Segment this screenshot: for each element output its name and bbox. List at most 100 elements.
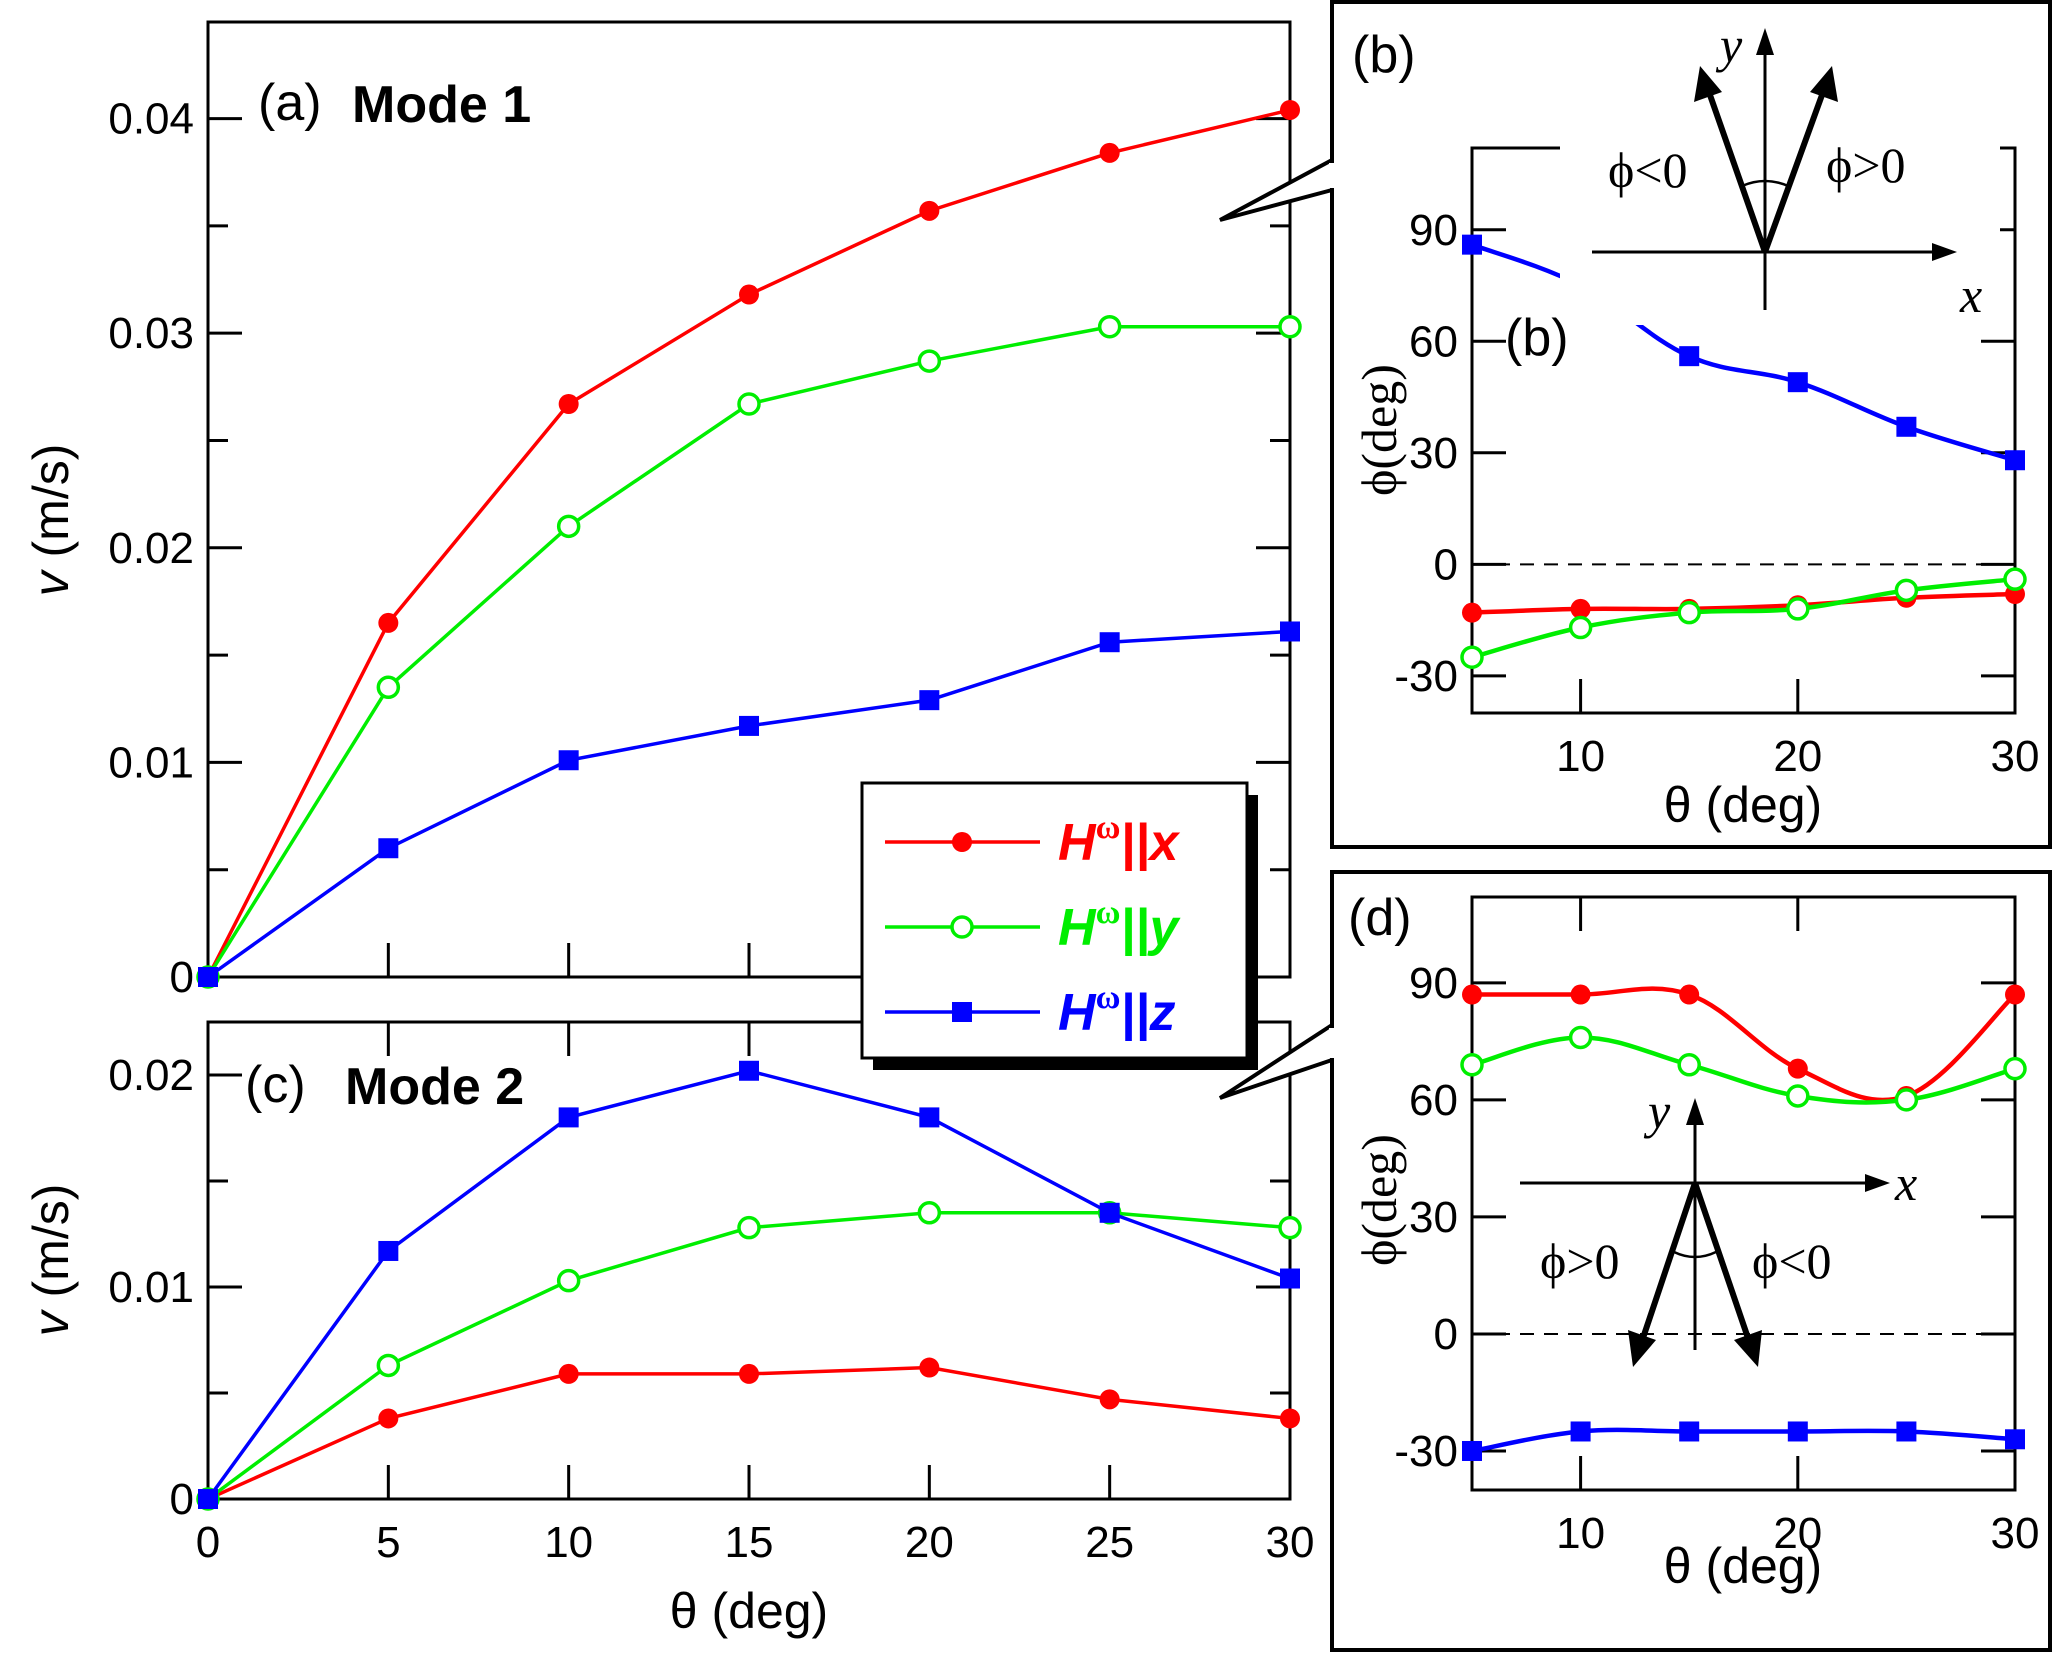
series-h-y-point	[556, 514, 581, 539]
inset-y-label-b: y	[1715, 17, 1743, 73]
y-tick-label: 0.01	[108, 738, 194, 787]
y-tick-label: 0.02	[108, 1051, 194, 1100]
inset-neg-label-b: ϕ<0	[1608, 142, 1688, 198]
x-tick-label: 10	[544, 1518, 593, 1567]
y-tick-label: 0	[170, 1475, 194, 1524]
panel-label-b: (b)	[1352, 26, 1416, 84]
series-h-x-point	[1570, 598, 1591, 619]
y-tick-label: 0.04	[108, 95, 194, 144]
series-h-y-point	[1460, 645, 1484, 669]
x-tick-label: 30	[1991, 732, 2040, 781]
series-h-y-point	[737, 1215, 761, 1240]
y-tick-label: 0.03	[108, 309, 194, 358]
y-tick-label: 0	[170, 953, 194, 1002]
series-h-y-point	[1278, 314, 1302, 339]
x-tick-label: 0	[196, 1518, 220, 1567]
inset-axes-b: x y ϕ<0 ϕ>0	[1560, 17, 2000, 325]
panel-title-c: Mode 2	[345, 1058, 524, 1116]
series-h-y-point	[917, 1201, 942, 1225]
inset-pos-label-b: ϕ>0	[1826, 137, 1906, 193]
y-axis-unit-a: (m/s)	[23, 444, 79, 572]
series-h-z-point	[739, 1060, 759, 1081]
series-h-y-point	[1894, 1088, 1919, 1112]
y-tick-label: 0	[1434, 1310, 1458, 1359]
series-h-y-point	[1677, 1053, 1701, 1077]
plot-frame-d	[1470, 895, 2017, 1492]
y-tick-label: 60	[1409, 317, 1458, 366]
x-tick-label: 20	[1773, 1509, 1822, 1558]
x-tick-label: 30	[1266, 1518, 1315, 1567]
series-h-z-point	[1462, 1440, 1482, 1461]
inset-x-label-b: x	[1959, 267, 1982, 323]
series-h-y-point	[737, 392, 761, 416]
y-tick-label: 0.02	[108, 524, 194, 573]
vector-left-b	[1707, 94, 1768, 253]
series-h-x-point	[1099, 1389, 1120, 1410]
y-axis-var-c: v	[23, 1308, 79, 1336]
series-h-y-point	[1568, 615, 1593, 640]
x-tick-label: 30	[1991, 1509, 2040, 1558]
series-h-z-point	[1896, 1421, 1917, 1442]
series-h-y-line	[1471, 576, 2016, 660]
y-tick-label: 60	[1409, 1076, 1458, 1125]
inset-y-arrow-b	[1756, 28, 1774, 55]
series-h-x-point	[919, 200, 940, 221]
series-h-y-point	[376, 675, 401, 700]
series-h-y-point	[1786, 1084, 1810, 1108]
series-h-z-point	[1679, 346, 1700, 367]
series-h-y-point	[376, 1353, 401, 1378]
y-axis-label-c: v (m/s)	[23, 1184, 79, 1337]
series-h-z-point	[1787, 372, 1808, 393]
inset-y-arrow-d	[1686, 1098, 1704, 1125]
inset-pos-label-d: ϕ>0	[1540, 1233, 1620, 1289]
panel-title-a: Mode 1	[352, 76, 531, 134]
x-axis-label-c: θ (deg)	[670, 1583, 828, 1639]
series-h-z-point	[1280, 1268, 1300, 1289]
series-h-y-point	[1278, 1215, 1302, 1240]
inset-neg-label-d: ϕ<0	[1752, 1233, 1832, 1289]
series-h-y-point	[1786, 597, 1810, 621]
y-axis-unit-c: (m/s)	[23, 1184, 79, 1312]
legend-label: Hω||z	[1058, 979, 1176, 1042]
vector-left-d	[1640, 1182, 1698, 1339]
vector-right-b	[1762, 93, 1825, 254]
series-h-x-point	[1679, 984, 1700, 1005]
series-h-y-point	[1568, 1025, 1593, 1050]
panel-d: -30 0 30 60 90 10 20 30 x y ϕ>0 ϕ<0 (d) ϕ(deg)…	[1218, 870, 2052, 1652]
series-h-x-point	[2005, 984, 2025, 1005]
inset-axes-d: x y ϕ>0 ϕ<0	[1520, 1083, 1917, 1367]
series-h-z-point	[1099, 1202, 1120, 1223]
x-tick-label: 15	[725, 1518, 774, 1567]
legend-marker	[950, 915, 974, 939]
panel-b: -30 0 30 60 90 10 20 30 x y ϕ<0 ϕ>0 (b) (b) ϕ(…	[1219, 0, 2052, 849]
panel-label-a: (a)	[258, 74, 322, 132]
series-h-z-line	[1471, 1427, 2016, 1454]
series-h-y-point	[2003, 1056, 2027, 1081]
series-h-x-point	[1570, 984, 1591, 1005]
series-h-y-point	[917, 349, 942, 373]
series-h-y-line	[206, 1211, 1291, 1501]
x-axis-label-b: θ (deg)	[1664, 777, 1822, 833]
inset-x-arrow-b	[1932, 243, 1957, 261]
vector-right-d	[1692, 1182, 1751, 1339]
callout-pointer-b	[1219, 156, 1334, 222]
series-h-z-point	[198, 967, 218, 987]
series-h-z-point	[1099, 632, 1120, 653]
series-h-x-point	[1462, 602, 1482, 623]
series-h-y-point	[1894, 578, 1919, 603]
series-h-y-line	[1471, 1035, 2016, 1105]
series-h-z-point	[558, 1107, 579, 1128]
series-h-z-line	[206, 1068, 1291, 1501]
series-h-y-point	[1097, 314, 1122, 339]
series-h-z-point	[1679, 1421, 1700, 1442]
inset-x-label-d: x	[1894, 1155, 1917, 1211]
panel-label-b-inner: (b)	[1505, 309, 1569, 367]
series-h-z-point	[919, 1107, 940, 1128]
y-tick-label: -30	[1394, 1427, 1458, 1476]
y-axis-label-a: v (m/s)	[23, 444, 79, 597]
series-h-z-point	[2005, 450, 2025, 471]
x-tick-label: 5	[376, 1518, 400, 1567]
panel-c-mode2: 0 0.01 0.02 0 5 10 15 20 25 30 (c) Mode 2 v (m/s…	[23, 1020, 1315, 1639]
x-axis-label-d: θ (deg)	[1664, 1538, 1822, 1594]
x-tick-label: 25	[1085, 1518, 1134, 1567]
